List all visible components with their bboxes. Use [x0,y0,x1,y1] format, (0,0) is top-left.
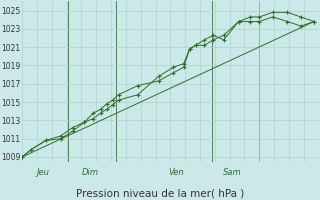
Text: Pression niveau de la mer( hPa ): Pression niveau de la mer( hPa ) [76,188,244,198]
Text: Ven: Ven [169,168,184,177]
Text: Sam: Sam [223,168,242,177]
Text: Jeu: Jeu [36,168,49,177]
Text: Dim: Dim [82,168,99,177]
